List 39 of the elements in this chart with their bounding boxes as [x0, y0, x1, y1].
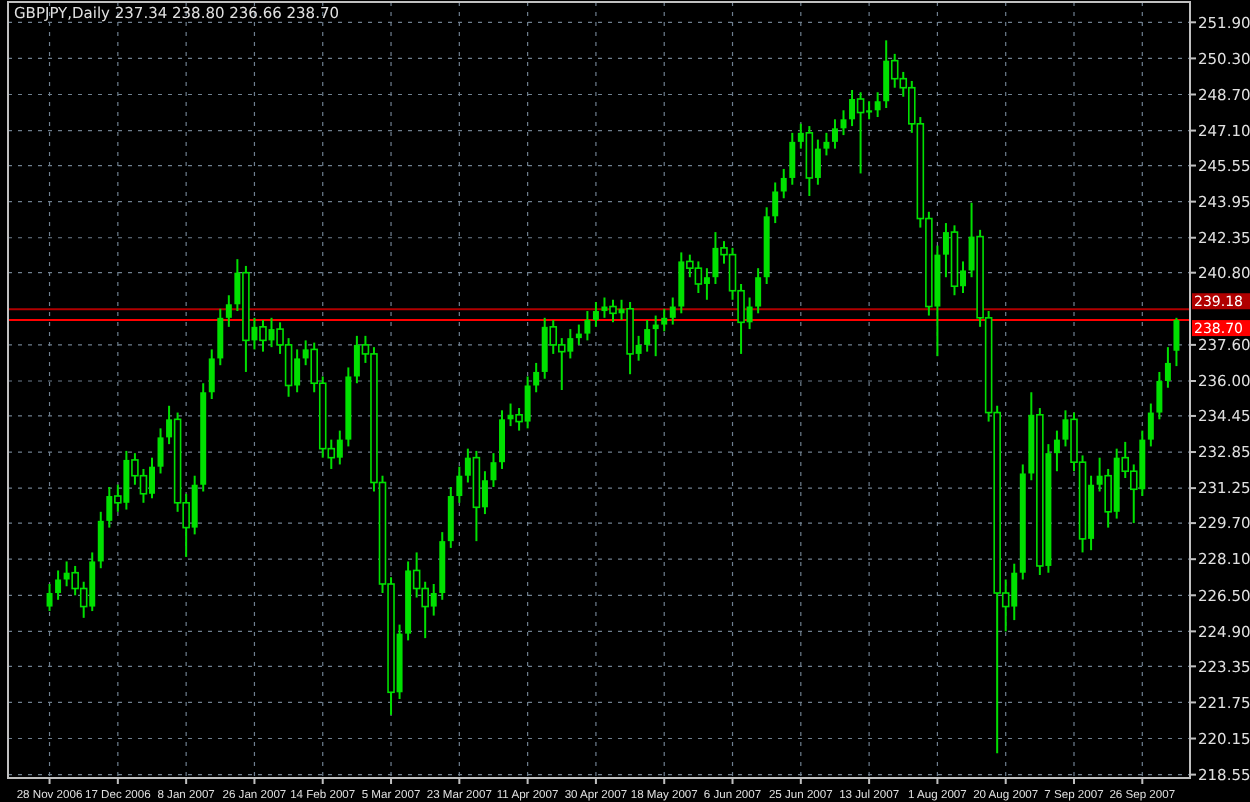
candlestick: [259, 319, 267, 353]
candlestick: [1173, 316, 1180, 368]
candlestick: [592, 301, 599, 328]
candlestick: [217, 307, 224, 367]
candlestick: [874, 91, 881, 119]
candlestick: [208, 348, 215, 401]
candlestick: [789, 131, 796, 186]
candlestick: [46, 583, 53, 613]
candlestick: [584, 310, 591, 342]
candlestick: [55, 569, 62, 601]
candlestick: [1164, 346, 1171, 389]
candlestick: [490, 452, 497, 488]
candlestick: [831, 118, 838, 150]
candlestick: [499, 409, 506, 470]
candlestick: [97, 510, 104, 570]
candlestick: [157, 427, 164, 475]
candlestick: [694, 260, 703, 294]
candlestick: [626, 301, 634, 376]
candlestick: [139, 467, 148, 504]
candlestick: [644, 319, 651, 353]
candlestick: [447, 486, 454, 549]
candlestick: [772, 181, 779, 225]
candlestick: [609, 298, 617, 324]
candlestick: [823, 131, 830, 157]
candlestick: [225, 294, 232, 328]
candlestick: [1053, 429, 1060, 473]
candlestick: [755, 267, 762, 315]
candlestick: [1147, 402, 1154, 448]
candlestick: [805, 125, 814, 197]
candlestick: [533, 361, 540, 394]
candlestick: [856, 91, 865, 175]
candlestick: [1156, 370, 1163, 421]
candlestick: [814, 138, 821, 186]
candlestick: [780, 167, 787, 200]
candlestick: [456, 465, 463, 504]
candlestick: [661, 307, 668, 333]
candlestick: [703, 267, 710, 301]
candlestick: [669, 296, 676, 326]
candlestick: [849, 88, 856, 128]
